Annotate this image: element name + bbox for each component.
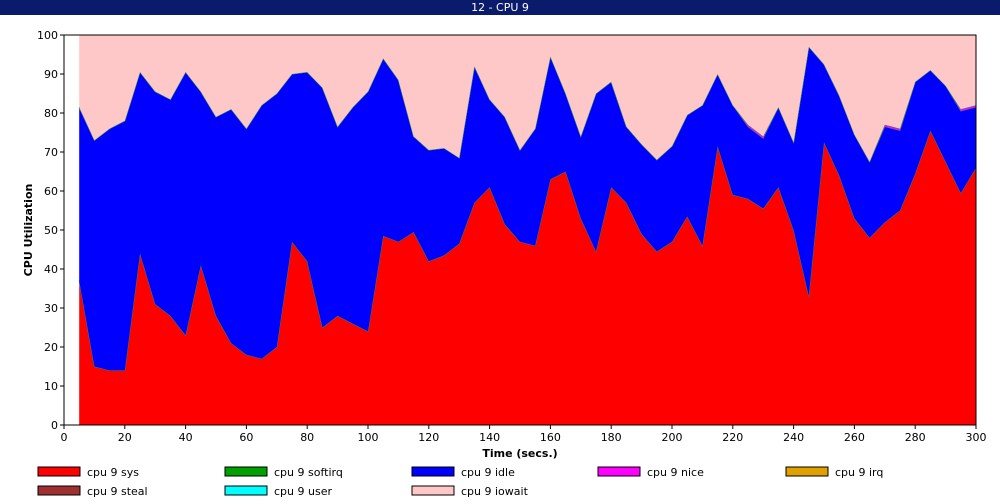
y-tick-label: 70 bbox=[44, 146, 58, 159]
x-axis-title: Time (secs.) bbox=[482, 447, 557, 460]
legend-swatch bbox=[37, 466, 81, 477]
legend-swatch bbox=[411, 466, 455, 477]
y-tick-label: 80 bbox=[44, 107, 58, 120]
x-tick-label: 300 bbox=[966, 431, 987, 444]
x-tick-label: 0 bbox=[61, 431, 68, 444]
y-tick-label: 30 bbox=[44, 302, 58, 315]
x-tick-label: 160 bbox=[540, 431, 561, 444]
x-tick-label: 60 bbox=[239, 431, 253, 444]
stacked-area-layer bbox=[78, 35, 977, 426]
window-title: 12 - CPU 9 bbox=[0, 0, 1000, 15]
y-tick-label: 60 bbox=[44, 185, 58, 198]
legend-label: cpu 9 softirq bbox=[274, 466, 343, 479]
y-tick-label: 100 bbox=[37, 29, 58, 42]
x-tick-label: 240 bbox=[783, 431, 804, 444]
y-tick-label: 10 bbox=[44, 380, 58, 393]
y-tick-label: 50 bbox=[44, 224, 58, 237]
y-tick-label: 0 bbox=[51, 419, 58, 432]
legend-swatch bbox=[597, 466, 641, 477]
legend-swatch bbox=[224, 485, 268, 496]
legend: cpu 9 sys cpu 9 softirq cpu 9 idle cpu 9 ni… bbox=[37, 466, 883, 498]
x-tick-label: 200 bbox=[662, 431, 683, 444]
cpu-utilization-chart: 0 10 20 30 40 50 60 70 80 90 100 0 20 40 60 80 100 120 140… bbox=[22, 29, 987, 498]
x-tick-label: 260 bbox=[844, 431, 865, 444]
x-tick-label: 220 bbox=[722, 431, 743, 444]
x-tick-label: 100 bbox=[358, 431, 379, 444]
legend-label: cpu 9 nice bbox=[647, 466, 704, 479]
legend-label: cpu 9 iowait bbox=[461, 485, 529, 498]
axis-ticks-layer: 0 10 20 30 40 50 60 70 80 90 100 0 20 40 60 80 100 120 140… bbox=[37, 29, 987, 444]
legend-swatch bbox=[37, 485, 81, 496]
y-tick-label: 20 bbox=[44, 341, 58, 354]
legend-label: cpu 9 idle bbox=[461, 466, 515, 479]
x-tick-label: 80 bbox=[300, 431, 314, 444]
legend-label: cpu 9 user bbox=[274, 485, 332, 498]
legend-label: cpu 9 steal bbox=[87, 485, 148, 498]
legend-swatch bbox=[785, 466, 829, 477]
x-tick-label: 140 bbox=[479, 431, 500, 444]
x-tick-label: 40 bbox=[179, 431, 193, 444]
x-tick-label: 280 bbox=[905, 431, 926, 444]
area-cpu-9-idle bbox=[79, 46, 976, 371]
area-cpu-9-iowait bbox=[79, 35, 976, 162]
x-tick-label: 120 bbox=[418, 431, 439, 444]
area-cpu-9-sys bbox=[79, 130, 976, 426]
x-tick-label: 20 bbox=[118, 431, 132, 444]
x-tick-label: 180 bbox=[601, 431, 622, 444]
y-tick-label: 40 bbox=[44, 263, 58, 276]
legend-swatch bbox=[224, 466, 268, 477]
legend-swatch bbox=[411, 485, 455, 496]
y-axis-title: CPU Utilization bbox=[22, 184, 35, 277]
y-tick-label: 90 bbox=[44, 68, 58, 81]
legend-label: cpu 9 irq bbox=[835, 466, 883, 479]
legend-label: cpu 9 sys bbox=[87, 466, 139, 479]
